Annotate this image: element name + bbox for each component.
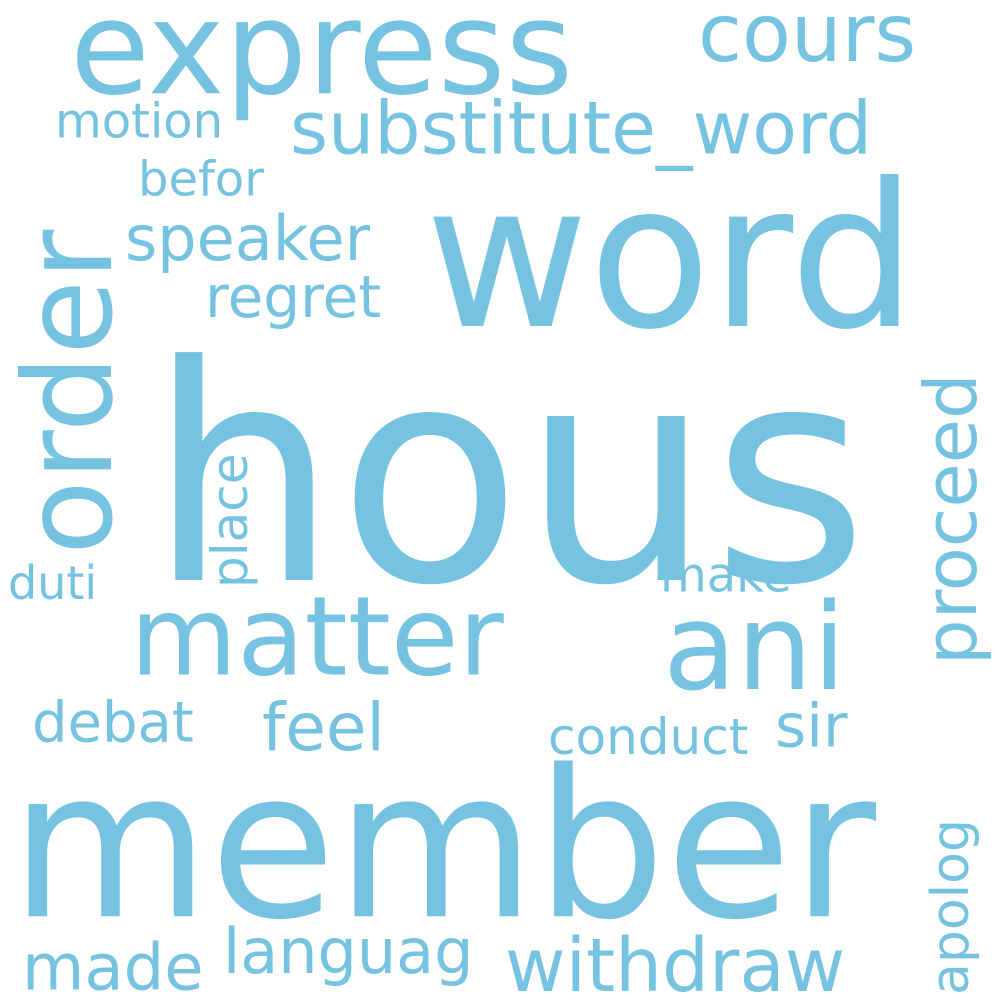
word-apolog: apolog [921, 819, 981, 995]
word-befor: befor [138, 151, 264, 208]
word-speaker: speaker [125, 201, 371, 275]
word-languag: languag [223, 914, 474, 988]
word-made: made [22, 931, 204, 1000]
word-express: express [70, 0, 574, 125]
word-ani: ani [663, 578, 846, 718]
word-conduct: conduct [548, 708, 749, 766]
word-withdraw: withdraw [505, 922, 846, 1000]
word-substitute_word: substitute_word [290, 86, 872, 172]
word-duti: duti [8, 556, 98, 611]
word-make: make [660, 547, 792, 604]
word-proceed: proceed [909, 373, 993, 665]
word-order: order [0, 229, 140, 555]
word-sir: sir [775, 691, 848, 762]
word-hous: hous [148, 302, 869, 651]
word-cours: cours [698, 0, 917, 81]
word-member: member [10, 727, 877, 966]
word-feel: feel [262, 688, 385, 766]
word-motion: motion [55, 93, 224, 150]
word-regret: regret [205, 262, 382, 331]
word-matter: matter [130, 572, 504, 701]
word-word: word [425, 141, 917, 374]
word-place: place [201, 453, 259, 588]
word-debat: debat [32, 690, 194, 756]
